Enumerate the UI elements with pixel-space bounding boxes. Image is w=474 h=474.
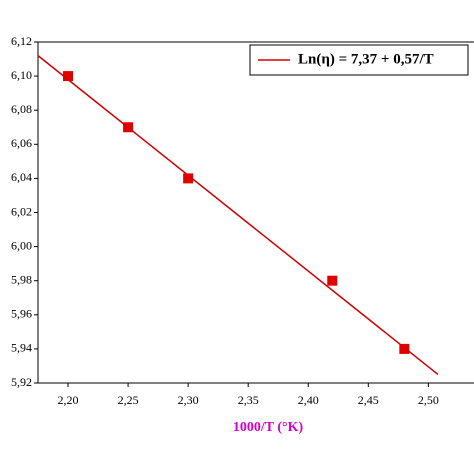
y-tick-label: 5,92 <box>11 375 32 389</box>
y-tick-label: 6,04 <box>11 170 32 184</box>
x-tick-label: 2,40 <box>298 393 319 407</box>
x-tick-label: 2,25 <box>118 393 139 407</box>
x-tick-label: 2,35 <box>238 393 259 407</box>
fit-line <box>37 55 439 376</box>
data-point <box>183 173 194 184</box>
y-tick-label: 6,06 <box>11 136 32 150</box>
y-tick-label: 6,00 <box>11 238 32 252</box>
y-tick-label: 6,12 <box>11 34 32 48</box>
data-point <box>63 71 74 82</box>
y-tick-label: 6,02 <box>11 204 32 218</box>
x-tick-label: 2,50 <box>418 393 439 407</box>
y-tick-label: 5,94 <box>11 341 32 355</box>
x-tick-label: 2,30 <box>178 393 199 407</box>
x-axis-label: 1000/T (°K) <box>233 420 304 435</box>
y-tick-label: 6,08 <box>11 102 32 116</box>
legend-label: Ln(η) = 7,37 + 0,57/T <box>298 51 434 67</box>
y-tick-label: 6,10 <box>11 68 32 82</box>
y-tick-label: 5,96 <box>11 307 32 321</box>
y-tick-label: 5,98 <box>11 272 32 286</box>
x-tick-label: 2,45 <box>358 393 379 407</box>
data-point <box>399 343 410 354</box>
data-point <box>327 275 338 286</box>
x-tick-label: 2,20 <box>58 393 79 407</box>
